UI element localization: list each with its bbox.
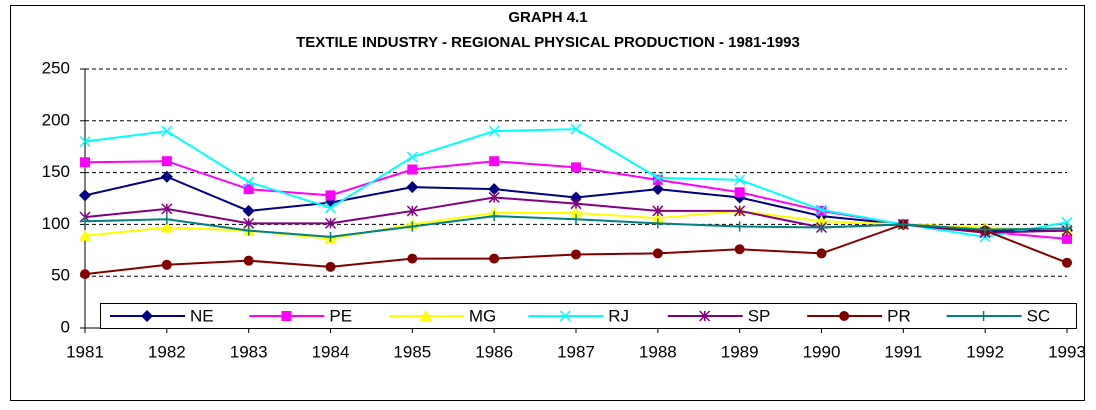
x-tick-label: 1983	[230, 342, 268, 361]
legend-label: NE	[190, 306, 214, 325]
marker	[734, 205, 746, 217]
marker	[141, 310, 153, 322]
marker	[1062, 257, 1072, 268]
x-tick-label: 1982	[148, 342, 186, 361]
marker	[571, 214, 581, 225]
marker	[161, 156, 172, 167]
marker	[406, 181, 419, 194]
y-tick-label: 250	[42, 58, 70, 77]
legend-label: MG	[469, 306, 496, 325]
marker	[898, 219, 909, 230]
marker	[652, 174, 663, 185]
marker	[978, 311, 989, 321]
chart-title: GRAPH 4.1	[508, 9, 587, 26]
chart-subtitle: TEXTILE INDUSTRY - REGIONAL PHYSICAL PRO…	[296, 34, 800, 51]
x-tick-label: 1988	[639, 342, 677, 361]
marker	[419, 310, 432, 321]
legend-label: PR	[887, 306, 911, 325]
marker	[734, 221, 745, 232]
marker	[325, 261, 336, 272]
marker	[80, 157, 90, 168]
marker	[734, 244, 745, 255]
marker	[489, 253, 500, 264]
marker	[243, 176, 255, 188]
x-tick-label: 1984	[312, 342, 350, 361]
marker	[406, 151, 418, 163]
marker	[406, 205, 418, 217]
marker	[161, 214, 172, 225]
legend-label: SP	[748, 306, 771, 325]
marker	[161, 259, 172, 270]
marker	[734, 187, 745, 198]
marker	[80, 269, 90, 280]
marker	[325, 231, 336, 242]
marker	[488, 191, 500, 203]
marker	[161, 125, 173, 137]
marker	[243, 255, 254, 266]
legend-label: RJ	[608, 306, 629, 325]
marker	[734, 174, 746, 186]
x-tick-label: 1985	[393, 342, 431, 361]
marker	[160, 170, 173, 183]
marker	[570, 207, 582, 219]
marker	[652, 172, 664, 184]
marker	[325, 190, 336, 201]
marker	[281, 311, 292, 321]
x-tick-label: 1990	[803, 342, 841, 361]
y-tick-label: 200	[42, 110, 70, 129]
marker	[571, 249, 581, 260]
marker	[407, 164, 418, 175]
marker	[161, 203, 173, 215]
y-tick-label: 100	[42, 214, 70, 233]
y-tick-label: 50	[51, 266, 70, 285]
x-tick-label: 1989	[721, 342, 759, 361]
marker	[570, 123, 582, 135]
marker	[488, 183, 501, 196]
marker	[1062, 233, 1072, 244]
marker	[79, 229, 91, 241]
marker	[651, 183, 664, 196]
marker	[242, 204, 255, 217]
x-tick-label: 1987	[557, 342, 595, 361]
y-tick-label: 0	[61, 317, 70, 336]
marker	[324, 217, 337, 229]
chart-border	[10, 5, 1085, 401]
y-tick-label: 150	[42, 162, 70, 181]
marker	[79, 189, 91, 202]
x-tick-label: 1981	[66, 342, 104, 361]
marker	[699, 310, 711, 322]
marker	[570, 198, 582, 210]
marker	[652, 248, 663, 259]
marker	[815, 204, 828, 216]
marker	[1061, 216, 1073, 228]
marker	[160, 221, 173, 233]
marker	[80, 216, 90, 227]
marker	[489, 156, 500, 167]
marker	[839, 311, 850, 321]
marker	[243, 184, 254, 195]
marker	[1062, 223, 1072, 234]
legend-label: PE	[329, 306, 352, 325]
marker	[79, 135, 91, 148]
marker	[489, 211, 500, 222]
marker	[980, 224, 991, 235]
marker	[243, 225, 254, 236]
marker	[652, 205, 664, 217]
x-tick-label: 1992	[966, 342, 1004, 361]
marker	[816, 222, 827, 233]
marker	[816, 248, 827, 259]
x-tick-label: 1993	[1048, 342, 1086, 361]
marker	[571, 162, 581, 173]
x-tick-label: 1986	[475, 342, 513, 361]
marker	[651, 212, 664, 224]
marker	[559, 310, 571, 322]
marker	[488, 125, 500, 137]
marker	[652, 218, 663, 229]
marker	[407, 253, 418, 264]
marker	[324, 202, 337, 214]
legend-label: SC	[1027, 306, 1051, 325]
marker	[407, 221, 418, 232]
x-tick-label: 1991	[884, 342, 922, 361]
